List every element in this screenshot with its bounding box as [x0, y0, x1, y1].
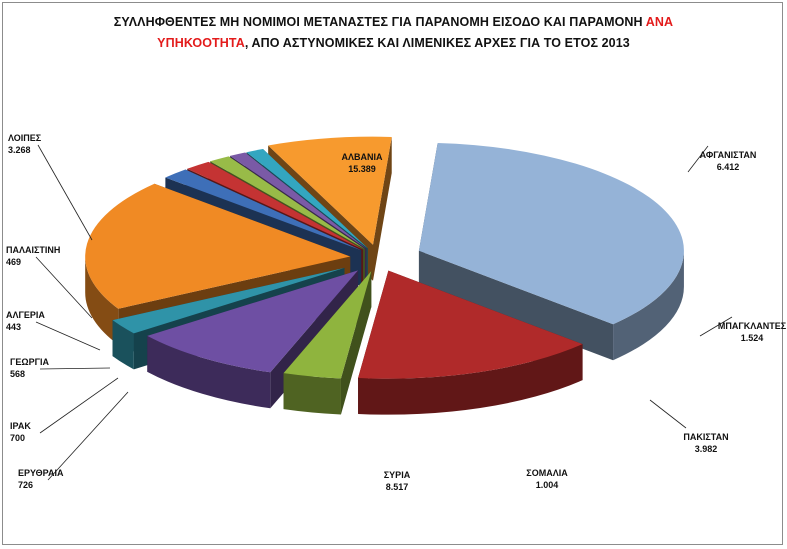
slice-label-12: ΛΟΙΠΕΣ 3.268	[8, 133, 93, 241]
slice-label-name: ΑΛΒΑΝΙΑ	[341, 152, 383, 162]
slice-label-6: ΣΥΡΙΑ 8.517	[384, 470, 411, 492]
slice-label-name: ΛΟΙΠΕΣ	[8, 133, 42, 143]
slice-label-name: ΠΑΛΑΙΣΤΙΝΗ	[6, 245, 60, 255]
title-highlight2: ΥΠΗΚΟΟΤΗΤΑ	[157, 36, 245, 50]
slice-label-name: ΙΡΑΚ	[10, 421, 31, 431]
slice-label-name: ΜΠΑΓΚΛΑΝΤΕΣ	[718, 321, 787, 331]
chart-title: ΣΥΛΛΗΦΘΕΝΤΕΣ ΜΗ ΝΟΜΙΜΟΙ ΜΕΤΑΝΑΣΤΕΣ ΓΙΑ Π…	[0, 12, 787, 54]
slice-label-5: ΣΟΜΑΛΙΑ 1.004	[526, 468, 568, 490]
slice-label-value: 700	[10, 433, 25, 443]
slice-label-value: 8.517	[386, 482, 409, 492]
slice-label-value: 726	[18, 480, 33, 490]
slice-label-value: 443	[6, 322, 21, 332]
slice-label-2: ΑΦΓΑΝΙΣΤΑΝ 6.412	[687, 145, 757, 173]
slice-label-value: 3.982	[695, 444, 718, 454]
title-part1: ΣΥΛΛΗΦΘΕΝΤΕΣ ΜΗ ΝΟΜΙΜΟΙ ΜΕΤΑΝΑΣΤΕΣ ΓΙΑ Π…	[113, 15, 643, 29]
slice-label-7: ΕΡΥΘΡΑΙΑ 726	[18, 391, 129, 490]
pie-slice-1	[418, 143, 684, 361]
slice-label-10: ΑΛΓΕΡΙΑ 443	[6, 310, 101, 351]
slice-label-name: ΣΟΜΑΛΙΑ	[526, 468, 568, 478]
slice-label-value: 3.268	[8, 145, 31, 155]
slice-label-3: ΜΠΑΓΚΛΑΝΤΕΣ 1.524	[699, 316, 787, 343]
slice-label-value: 15.389	[348, 164, 376, 174]
slice-label-11: ΠΑΛΑΙΣΤΙΝΗ 469	[6, 245, 93, 319]
slice-label-1: ΑΛΒΑΝΙΑ 15.389	[341, 152, 383, 174]
title-part2: , ΑΠΟ ΑΣΤΥΝΟΜΙΚΕΣ ΚΑΙ ΛΙΜΕΝΙΚΕΣ ΑΡΧΕΣ ΓΙ…	[244, 36, 630, 50]
slice-label-name: ΠΑΚΙΣΤΑΝ	[683, 432, 728, 442]
slice-label-name: ΑΦΓΑΝΙΣΤΑΝ	[700, 150, 757, 160]
slice-label-name: ΕΡΥΘΡΑΙΑ	[18, 468, 64, 478]
slice-label-value: 1.004	[536, 480, 559, 490]
slice-label-9: ΓΕΩΡΓΙΑ 568	[10, 357, 111, 379]
slice-label-value: 1.524	[741, 333, 764, 343]
title-highlight1: ΑΝΑ	[645, 15, 674, 29]
pie-slice-3	[283, 271, 372, 415]
slice-label-value: 6.412	[717, 162, 740, 172]
slice-label-4: ΠΑΚΙΣΤΑΝ 3.982	[649, 399, 729, 454]
slice-label-name: ΣΥΡΙΑ	[384, 470, 411, 480]
slice-label-8: ΙΡΑΚ 700	[10, 377, 119, 443]
slice-label-value: 469	[6, 257, 21, 267]
slice-label-value: 568	[10, 369, 25, 379]
slice-label-name: ΑΛΓΕΡΙΑ	[6, 310, 45, 320]
slice-label-name: ΓΕΩΡΓΙΑ	[10, 357, 50, 367]
pie-slice-2	[358, 270, 583, 415]
pie-slice-4	[147, 270, 359, 409]
